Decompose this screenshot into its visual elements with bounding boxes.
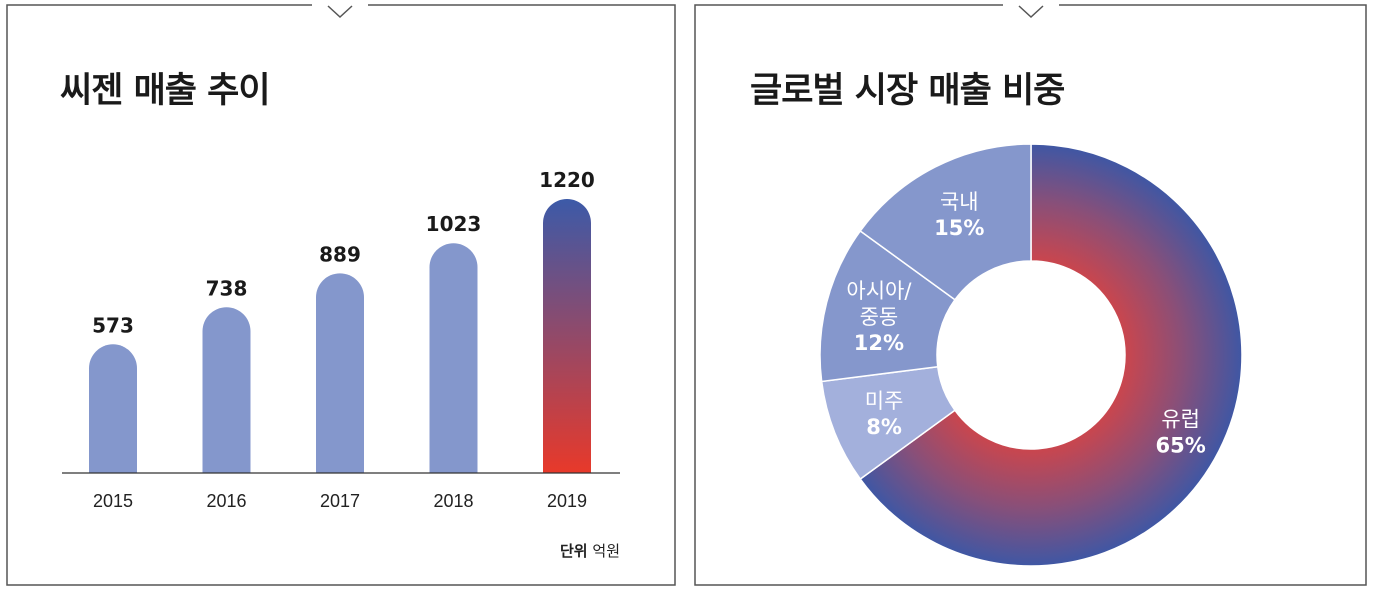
- panel-frame: [694, 4, 1367, 586]
- bar-2019: [543, 199, 591, 473]
- slice-label: 중동: [860, 305, 899, 329]
- bar-chart: 573 2015 738 2016 889 2017 1023 2018 1220 2019: [62, 168, 620, 511]
- chevron-down-icon: [1018, 5, 1044, 19]
- donut-slice: [859, 143, 1243, 567]
- x-tick-label: 2016: [206, 491, 246, 511]
- bar-2017: [316, 273, 364, 473]
- slice-label: 아시아/: [846, 279, 912, 303]
- x-tick-label: 2019: [547, 491, 587, 511]
- slice-percent-label: 12%: [854, 331, 904, 355]
- x-tick-label: 2015: [93, 491, 133, 511]
- market-share-panel: 글로벌 시장 매출 비중 유럽 65% 미주 8% 아시아/중동 12% 국내 15%: [694, 4, 1367, 586]
- slice-label: 미주: [865, 389, 904, 413]
- slice-label: 유럽: [1161, 407, 1200, 431]
- x-tick-label: 2018: [433, 491, 473, 511]
- slice-percent-label: 15%: [934, 216, 984, 240]
- page-title: 씨젠 매출 추이: [60, 71, 271, 111]
- bar-value-label: 889: [319, 242, 361, 266]
- slice-percent-label: 8%: [866, 415, 902, 439]
- bar-value-label: 573: [92, 313, 134, 337]
- chevron-down-icon: [327, 5, 353, 19]
- page-title: 글로벌 시장 매출 비중: [750, 71, 1065, 111]
- donut-slice: [859, 143, 1032, 301]
- unit-label: 단위: [560, 542, 588, 560]
- donut-slice: [819, 229, 956, 383]
- bar-2018: [429, 243, 478, 473]
- x-tick-label: 2017: [320, 491, 360, 511]
- bar-value-label: 738: [206, 276, 248, 300]
- bar-value-label: 1023: [426, 212, 482, 236]
- bar-2016: [202, 307, 251, 473]
- sales-trend-panel: 씨젠 매출 추이 573 2015 738 2016 889 2017 1023 2018 12…: [6, 4, 676, 586]
- slice-percent-label: 65%: [1156, 433, 1206, 457]
- unit-note: 단위 억원: [560, 540, 620, 561]
- bar-2015: [89, 344, 137, 473]
- unit-value: 억원: [592, 542, 620, 560]
- panel-frame: [6, 4, 676, 586]
- bar-value-label: 1220: [539, 168, 595, 192]
- slice-label: 국내: [940, 190, 979, 214]
